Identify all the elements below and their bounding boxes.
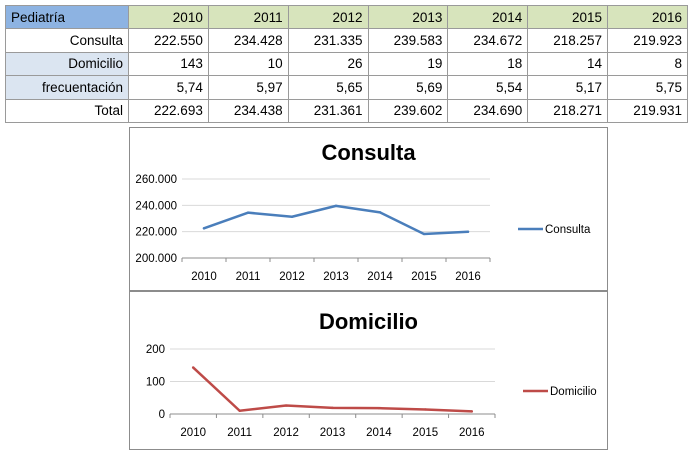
legend-label: Domicilio (550, 386, 597, 398)
table-cell: 234.438 (207, 98, 289, 124)
data-point (422, 232, 426, 236)
table-cell: 234.690 (447, 98, 529, 124)
table-cell: 234.672 (447, 28, 529, 53)
x-tick-label: 2010 (191, 271, 217, 283)
data-point (202, 227, 206, 230)
data-point (246, 211, 250, 214)
data-point (470, 410, 473, 413)
year-header: 2016 (607, 4, 688, 30)
chart-title: Domicilio (319, 309, 418, 334)
y-tick-label: 0 (159, 409, 165, 421)
data-point (238, 409, 241, 412)
data-point (284, 404, 288, 407)
x-tick-label: 2013 (320, 427, 346, 439)
data-point (334, 204, 338, 208)
table-cell: 231.361 (287, 98, 369, 124)
table-row: Domicilio 143 10 26 19 18 14 8 (5, 51, 688, 77)
row-label: frecuentación (5, 75, 129, 100)
x-tick-label: 2012 (279, 271, 305, 283)
year-header: 2015 (527, 4, 609, 30)
x-tick-label: 2013 (323, 271, 349, 283)
table-cell: 5,97 (207, 75, 289, 100)
consulta-chart-svg: Consulta 200.000 220.000 240.000 260.000 2010… (135, 140, 591, 283)
series-line-consulta (202, 204, 470, 236)
year-header: 2011 (207, 4, 289, 30)
table-row: Consulta 222.550 234.428 231.335 239.583… (5, 28, 688, 53)
corner-cell: Pediatría (5, 4, 129, 30)
year-header: 2013 (367, 4, 449, 30)
table-cell: 26 (287, 51, 369, 77)
year-header: 2012 (287, 4, 369, 30)
data-point (466, 230, 470, 233)
table-cell: 18 (447, 51, 529, 77)
table-cell: 14 (527, 51, 609, 77)
table-cell: 5,54 (447, 75, 529, 100)
table-cell: 218.257 (527, 28, 609, 53)
table-cell: 218.271 (527, 98, 609, 124)
table-cell: 8 (607, 51, 688, 77)
data-point (192, 366, 195, 369)
y-tick-label: 220.000 (135, 227, 177, 239)
chart-title: Consulta (321, 140, 416, 165)
y-tick-label: 200.000 (135, 253, 177, 265)
table-cell: 239.583 (367, 28, 449, 53)
row-label: Consulta (5, 28, 129, 53)
x-tick-label: 2015 (411, 271, 437, 283)
table-row: Total 222.693 234.438 231.361 239.602 23… (5, 98, 688, 124)
domicilio-chart-svg: Domicilio 0 100 200 2010 2011 2012 2013 2014 2015… (146, 309, 597, 439)
table-cell: 222.693 (128, 98, 209, 124)
table-cell: 143 (128, 51, 209, 77)
table-row: frecuentación 5,74 5,97 5,65 5,69 5,54 5… (5, 75, 688, 100)
table-cell: 219.923 (607, 28, 688, 53)
table-cell: 10 (207, 51, 289, 77)
table-cell: 5,17 (527, 75, 609, 100)
y-tick-label: 200 (146, 344, 165, 356)
table-cell: 234.428 (207, 28, 289, 53)
data-point (424, 408, 427, 411)
legend-label: Consulta (545, 224, 591, 236)
x-tick-label: 2011 (227, 427, 252, 439)
domicilio-chart: Domicilio 0 100 200 2010 2011 2012 2013 2014 2015… (129, 291, 608, 450)
data-point (377, 406, 381, 410)
y-tick-label: 100 (146, 377, 165, 389)
x-tick-label: 2015 (413, 427, 439, 439)
data-point (331, 406, 334, 410)
year-header: 2010 (128, 4, 209, 30)
table-cell: 239.602 (367, 98, 449, 124)
header-row: Pediatría 2010 2011 2012 2013 2014 2015 … (5, 4, 688, 30)
consulta-chart: Consulta 200.000 220.000 240.000 260.000 2010… (129, 127, 608, 291)
x-tick-label: 2014 (367, 271, 393, 283)
year-header: 2014 (447, 4, 529, 30)
row-label: Total (5, 98, 129, 124)
row-label: Domicilio (5, 51, 129, 77)
pediatria-table: Pediatría 2010 2011 2012 2013 2014 2015 … (5, 4, 688, 124)
table-cell: 219.931 (607, 98, 688, 124)
table-cell: 222.550 (128, 28, 209, 53)
x-tick-label: 2014 (366, 427, 392, 439)
table-cell: 231.335 (287, 28, 369, 53)
table-cell: 5,69 (367, 75, 449, 100)
x-tick-label: 2016 (459, 427, 485, 439)
data-point (290, 215, 294, 218)
x-tick-label: 2010 (180, 427, 206, 439)
y-tick-label: 260.000 (135, 174, 177, 186)
table-cell: 19 (367, 51, 449, 77)
data-point (378, 211, 382, 214)
table-cell: 5,65 (287, 75, 369, 100)
table-cell: 5,75 (607, 75, 688, 100)
y-tick-label: 240.000 (135, 200, 177, 212)
x-tick-label: 2016 (455, 271, 481, 283)
table-cell: 5,74 (128, 75, 209, 100)
series-line-domicilio (191, 366, 474, 413)
x-tick-label: 2011 (236, 271, 261, 283)
x-tick-label: 2012 (273, 427, 299, 439)
